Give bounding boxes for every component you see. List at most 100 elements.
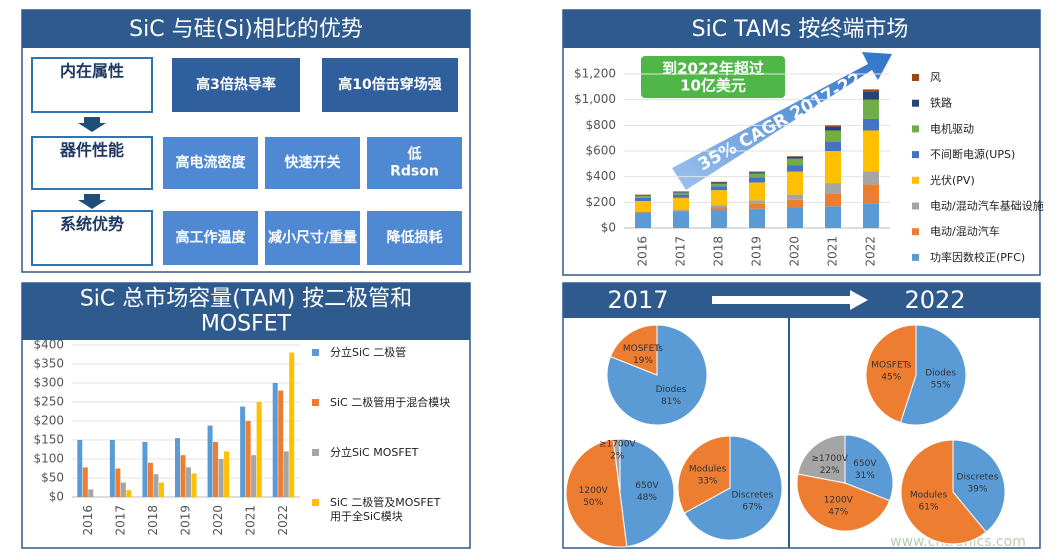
legend-label: 光伏(PV) <box>930 173 975 187</box>
bar-segment <box>787 156 803 159</box>
legend-swatch <box>312 399 319 406</box>
legend-label: 功率因数校正(PFC) <box>930 250 1025 264</box>
slice-label: ≥1700V <box>599 439 636 449</box>
bar-segment <box>787 171 803 195</box>
pie-slice <box>952 439 1006 533</box>
down-arrow <box>78 117 106 132</box>
bar <box>191 473 197 497</box>
pie-slice <box>796 473 891 532</box>
bar-segment <box>749 203 765 209</box>
panel-title: SiC 与硅(Si)相比的优势 <box>129 17 363 42</box>
bar-segment <box>787 156 803 157</box>
bar-segment <box>787 207 803 228</box>
y-tick-label: $0 <box>601 221 616 235</box>
bar <box>158 482 164 497</box>
x-tick-label: 2022 <box>276 505 290 536</box>
item-box <box>322 58 458 112</box>
x-tick-label: 2021 <box>244 505 258 536</box>
legend-swatch <box>912 202 919 210</box>
item-label: 高10倍击穿场强 <box>338 76 441 93</box>
bar-segment <box>711 205 727 208</box>
x-tick-label: 2017 <box>113 505 127 536</box>
y-tick-label: $400 <box>585 169 616 183</box>
bar-segment <box>787 165 803 172</box>
bar <box>186 467 191 497</box>
bar-segment <box>635 212 651 228</box>
chart-title: SiC 总市场容量(TAM) 按二极管和 MOSFET <box>80 286 412 336</box>
label-box <box>31 210 153 266</box>
slice-label: MOSFETs <box>623 344 663 354</box>
bar-segment <box>825 206 841 228</box>
legend-swatch <box>912 176 919 184</box>
pie-slice <box>609 324 658 376</box>
bar-segment <box>635 195 651 198</box>
bar <box>272 383 278 497</box>
x-tick-label: 2019 <box>750 236 764 267</box>
bar-segment <box>711 182 727 184</box>
bar-segment <box>863 203 879 228</box>
bar-segment <box>635 211 651 213</box>
slice-value: 31% <box>855 471 875 481</box>
y-tick-label: $300 <box>33 376 64 390</box>
slice-label: Diodes <box>656 385 687 395</box>
bar-segment <box>787 158 803 166</box>
pie-slice <box>899 324 967 426</box>
bar-segment <box>749 208 765 228</box>
x-tick-label: 2020 <box>788 236 802 267</box>
bar-segment <box>749 177 765 183</box>
bar <box>278 390 284 497</box>
down-arrow <box>78 194 106 209</box>
y-tick-label: $250 <box>33 395 64 409</box>
bar-segment <box>749 172 765 174</box>
y-tick-label: $200 <box>585 195 616 209</box>
pie-slice <box>844 434 894 502</box>
bar-segment <box>787 194 803 200</box>
slice-label: Modules <box>689 464 727 474</box>
legend-label: 风 <box>930 71 941 84</box>
pie-slice <box>900 439 987 545</box>
bar <box>109 440 115 497</box>
x-tick-label: 2018 <box>146 505 160 536</box>
slice-value: 19% <box>633 356 653 366</box>
bar-segment <box>635 201 651 212</box>
legend-swatch <box>912 99 919 107</box>
annotation-box <box>641 56 785 98</box>
bar-segment <box>825 142 841 151</box>
bar <box>283 451 289 497</box>
bar-segment <box>711 183 727 187</box>
arrow <box>712 290 868 310</box>
bar-segment <box>711 210 727 228</box>
item-box <box>367 211 462 265</box>
bar-segment <box>825 193 841 207</box>
slice-label: 1200V <box>579 486 609 496</box>
panel-header <box>22 283 470 340</box>
row-label: 内在属性 <box>60 62 124 81</box>
x-tick-label: 2016 <box>81 505 95 536</box>
bar-segment <box>749 200 765 204</box>
pie-slice <box>865 324 917 424</box>
legend-label: SiC 二极管用于混合模块 <box>330 395 450 409</box>
bar-segment <box>863 171 879 185</box>
legend-label: 不间断电源(UPS) <box>930 147 1015 161</box>
item-label: 快速开关 <box>285 154 341 171</box>
y-tick-label: $50 <box>41 471 64 485</box>
x-tick-label: 2021 <box>826 236 840 267</box>
item-box <box>163 137 258 189</box>
slice-value: 48% <box>637 493 657 503</box>
bar-segment <box>749 182 765 201</box>
year-label: 2022 <box>904 286 965 314</box>
y-tick-label: $1,000 <box>574 92 616 106</box>
y-tick-label: $800 <box>585 118 616 132</box>
item-box <box>172 58 300 112</box>
bar <box>207 425 213 497</box>
legend-swatch <box>912 151 919 159</box>
slice-label: MOSFETs <box>871 361 911 371</box>
bar-segment <box>673 194 689 198</box>
bar-segment <box>863 89 879 92</box>
legend-label: 铁路 <box>930 97 952 110</box>
panel-header <box>563 10 1040 48</box>
bar-segment <box>673 197 689 210</box>
pie-slice <box>612 438 621 494</box>
x-tick-label: 2017 <box>674 236 688 267</box>
